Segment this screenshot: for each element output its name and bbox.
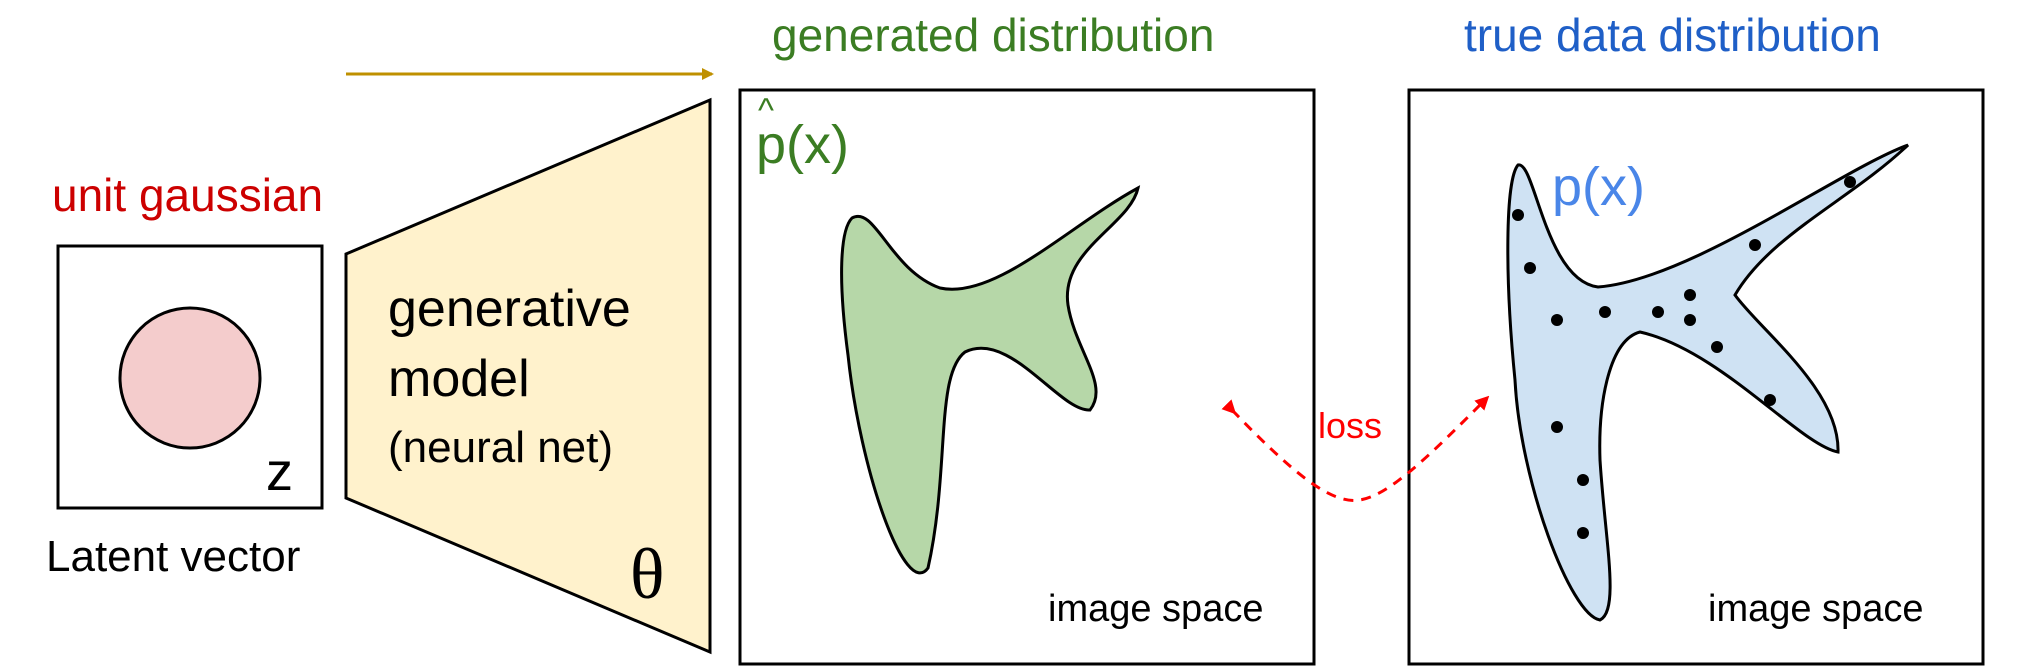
sample-point (1551, 421, 1563, 433)
generated-shape (840, 185, 1141, 575)
sample-point (1577, 474, 1589, 486)
generated-space-label: image space (1048, 588, 1264, 630)
latent-caption: Latent vector (46, 532, 301, 581)
sample-point (1512, 209, 1524, 221)
sample-point (1524, 262, 1536, 274)
data-samples (1512, 176, 1856, 539)
sample-point (1764, 394, 1776, 406)
generative-model-shape (344, 97, 712, 655)
true-space-label: image space (1708, 588, 1924, 630)
sample-point (1599, 306, 1611, 318)
generated-title: generated distribution (772, 9, 1215, 61)
loss-label: loss (1318, 405, 1383, 446)
latent-variable-z: z (266, 442, 293, 502)
generated-density-hat: ^ (758, 92, 774, 130)
generated-box (738, 88, 1316, 666)
sample-point (1684, 314, 1696, 326)
model-label-line3: (neural net) (388, 423, 614, 472)
sample-point (1577, 527, 1589, 539)
sample-point (1551, 314, 1563, 326)
true-density: p(x) (1552, 157, 1645, 217)
gaussian-circle (118, 306, 262, 450)
sample-point (1844, 176, 1856, 188)
sample-point (1749, 239, 1761, 251)
unit-gaussian-title: unit gaussian (52, 169, 324, 221)
true-data-box (1407, 88, 1985, 666)
sample-point (1652, 306, 1664, 318)
model-label-line2: model (388, 350, 530, 408)
model-theta: θ (630, 534, 665, 614)
sample-point (1684, 289, 1696, 301)
model-label-line1: generative (388, 280, 631, 338)
generated-density: p(x) (756, 115, 849, 175)
true-data-title: true data distribution (1464, 9, 1881, 61)
true-data-shape (1506, 143, 1910, 622)
sample-point (1711, 341, 1723, 353)
loss-arrow (1221, 395, 1490, 502)
